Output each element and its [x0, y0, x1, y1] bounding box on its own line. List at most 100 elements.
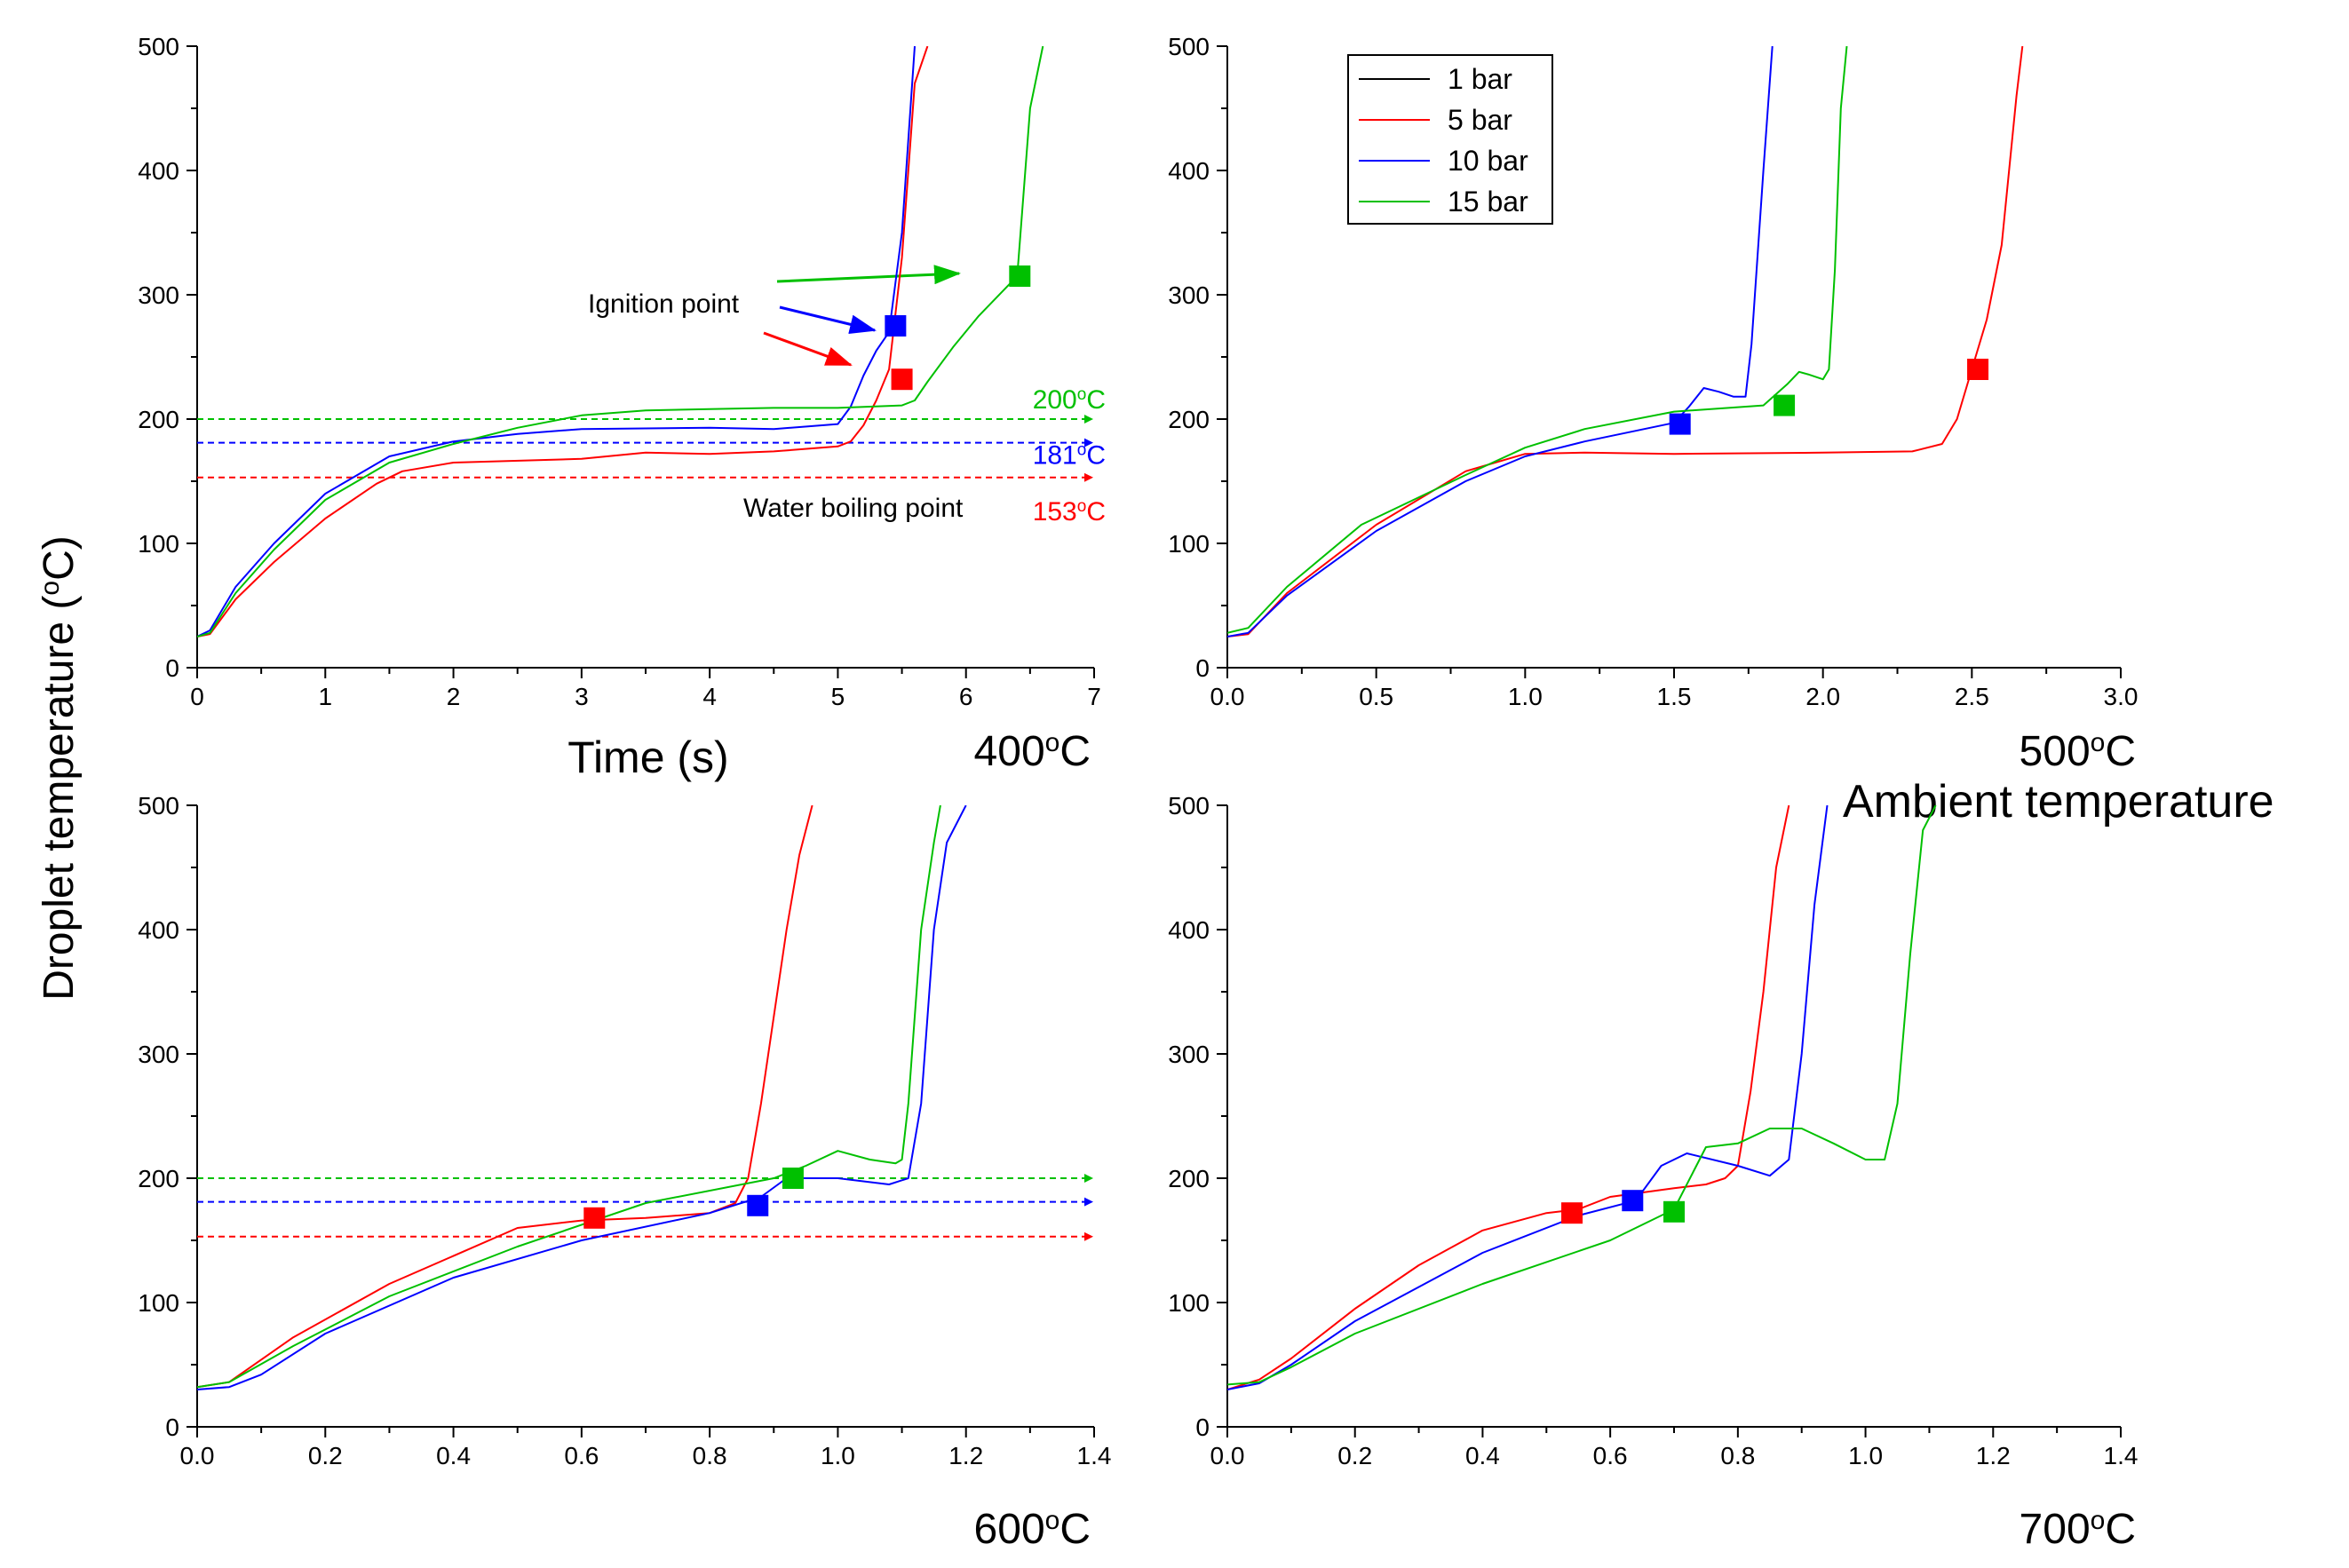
x-tick-label: 1.0: [821, 1442, 855, 1469]
ignition-marker: [1663, 1200, 1685, 1223]
ignition-marker: [747, 1194, 769, 1216]
y-tick-label: 200: [1168, 1165, 1210, 1192]
x-tick-label: 1.0: [1848, 1442, 1883, 1469]
reference-label: 153oC: [1033, 496, 1106, 527]
x-tick-label: 6: [959, 683, 973, 710]
series-line-5-bar: [197, 46, 929, 637]
y-axis-label: Droplet temperature (oC): [36, 535, 83, 1001]
legend-label-10-bar: 10 bar: [1448, 145, 1528, 177]
x-tick-label: 0.6: [1593, 1442, 1628, 1469]
x-tick-label: 0.4: [436, 1442, 471, 1469]
chart-panel-600: 0 100 200 300 400 500 0.0 0.2 0.4 0.6 0.8 1.0 1.2 1.4…: [138, 792, 1111, 1553]
y-tick-label: 200: [138, 406, 179, 433]
y-tick-label: 500: [1168, 33, 1210, 60]
x-tick-label: 1.4: [1077, 1442, 1112, 1469]
x-tick-label: 2.0: [1805, 683, 1840, 710]
series-line-15-bar: [197, 46, 1044, 637]
y-tick-label: 0: [1195, 1414, 1210, 1441]
x-tick-label: 1.2: [1976, 1442, 2011, 1469]
x-tick-label: 0.0: [180, 1442, 215, 1469]
ignition-marker: [1009, 265, 1031, 287]
y-tick-label: 0: [165, 654, 179, 682]
y-tick-label: 400: [138, 157, 179, 185]
legend-label-15-bar: 15 bar: [1448, 186, 1528, 218]
x-tick-label: 0.8: [693, 1442, 727, 1469]
x-tick-label: 2.5: [1955, 683, 1989, 710]
y-tick-label: 100: [1168, 530, 1210, 558]
y-tick-label: 0: [1195, 654, 1210, 682]
x-tick-label: 1.4: [2104, 1442, 2139, 1469]
series-line-10-bar: [197, 805, 967, 1390]
panel-label: 400oC: [974, 728, 1091, 776]
series-group: [1227, 46, 2024, 637]
series-group: [197, 805, 967, 1390]
y-tick-label: 400: [1168, 157, 1210, 185]
x-tick-label: 3: [575, 683, 589, 710]
y-tick-label: 100: [138, 1289, 179, 1317]
x-tick-label: 0.0: [1210, 1442, 1245, 1469]
x-tick-label: 5: [831, 683, 845, 710]
ignition-marker: [1967, 359, 1989, 380]
x-tick-label: 7: [1087, 683, 1101, 710]
y-tick-label: 100: [138, 530, 179, 558]
series-line-15-bar: [197, 805, 941, 1389]
x-tick-label: 0.0: [1210, 683, 1245, 710]
reference-label: 200oC: [1033, 385, 1106, 416]
legend-box: [1347, 54, 1553, 225]
y-tick-label: 300: [1168, 281, 1210, 309]
ignition-marker: [782, 1168, 804, 1189]
series-line-5-bar: [1227, 46, 2024, 637]
ignition-arrow-blue: [779, 305, 877, 335]
series-line-15-bar: [1227, 46, 1848, 634]
reference-label: 181oC: [1033, 440, 1106, 471]
y-tick-label: 400: [1168, 916, 1210, 944]
x-tick-label: 1.2: [948, 1442, 983, 1469]
series-group: [1227, 805, 1937, 1390]
y-tick-label: 500: [138, 33, 179, 60]
x-tick-label: 0.6: [564, 1442, 599, 1469]
ignition-marker: [583, 1207, 606, 1229]
y-tick-label: 100: [1168, 1289, 1210, 1317]
legend-entry: 5 bar: [1359, 104, 1512, 136]
series-group: [197, 46, 1044, 637]
ignition-marker: [1669, 413, 1691, 435]
x-axis-label: Time (s): [567, 733, 728, 782]
y-tick-label: 300: [1168, 1041, 1210, 1068]
legend: 1 bar 5 bar 10 bar 15 bar: [1347, 54, 1553, 225]
series-line-10-bar: [197, 46, 916, 637]
x-tick-label: 3.0: [2104, 683, 2139, 710]
legend-label-1-bar: 1 bar: [1448, 63, 1512, 95]
x-tick-label: 0: [190, 683, 204, 710]
legend-entry: 1 bar: [1359, 63, 1512, 95]
x-tick-label: 1.0: [1508, 683, 1543, 710]
y-tick-label: 200: [138, 1165, 179, 1192]
y-tick-label: 0: [165, 1414, 179, 1441]
chart-panel-700: 0 100 200 300 400 500 0.0 0.2 0.4 0.6 0.8 1.0 1.2 1.4…: [1168, 792, 2138, 1553]
y-tick-label: 300: [138, 1041, 179, 1068]
series-line-10-bar: [1227, 805, 1829, 1390]
x-tick-label: 1: [318, 683, 332, 710]
series-line-5-bar: [1227, 805, 1790, 1390]
ignition-marker: [891, 368, 913, 391]
chart-panel-500: 0 100 200 300 400 500 0.0 0.5 1.0 1.5 2.0 2.5 3.0 500…: [1168, 33, 2138, 775]
series-line-15-bar: [1227, 805, 1937, 1386]
ignition-arrow-green: [776, 265, 961, 285]
panel-label: 600oC: [974, 1506, 1091, 1554]
legend-entry: 15 bar: [1359, 186, 1528, 218]
ignition-marker: [885, 315, 907, 337]
x-tick-label: 4: [702, 683, 717, 710]
panel-label: 500oC: [2020, 728, 2136, 776]
y-tick-label: 500: [1168, 792, 1210, 820]
y-tick-label: 500: [138, 792, 179, 820]
water-boiling-point-label: Water boiling point: [743, 494, 964, 523]
ignition-marker: [1561, 1202, 1583, 1224]
y-tick-label: 200: [1168, 406, 1210, 433]
ignition-arrow-red: [763, 331, 853, 367]
x-tick-label: 1.5: [1657, 683, 1692, 710]
x-tick-label: 0.4: [1465, 1442, 1500, 1469]
x-tick-label: 0.8: [1720, 1442, 1755, 1469]
ignition-marker: [1774, 394, 1796, 416]
ignition-marker: [1622, 1190, 1644, 1212]
ambient-temperature-label: Ambient temperature: [1843, 776, 2274, 828]
x-tick-label: 0.2: [308, 1442, 343, 1469]
